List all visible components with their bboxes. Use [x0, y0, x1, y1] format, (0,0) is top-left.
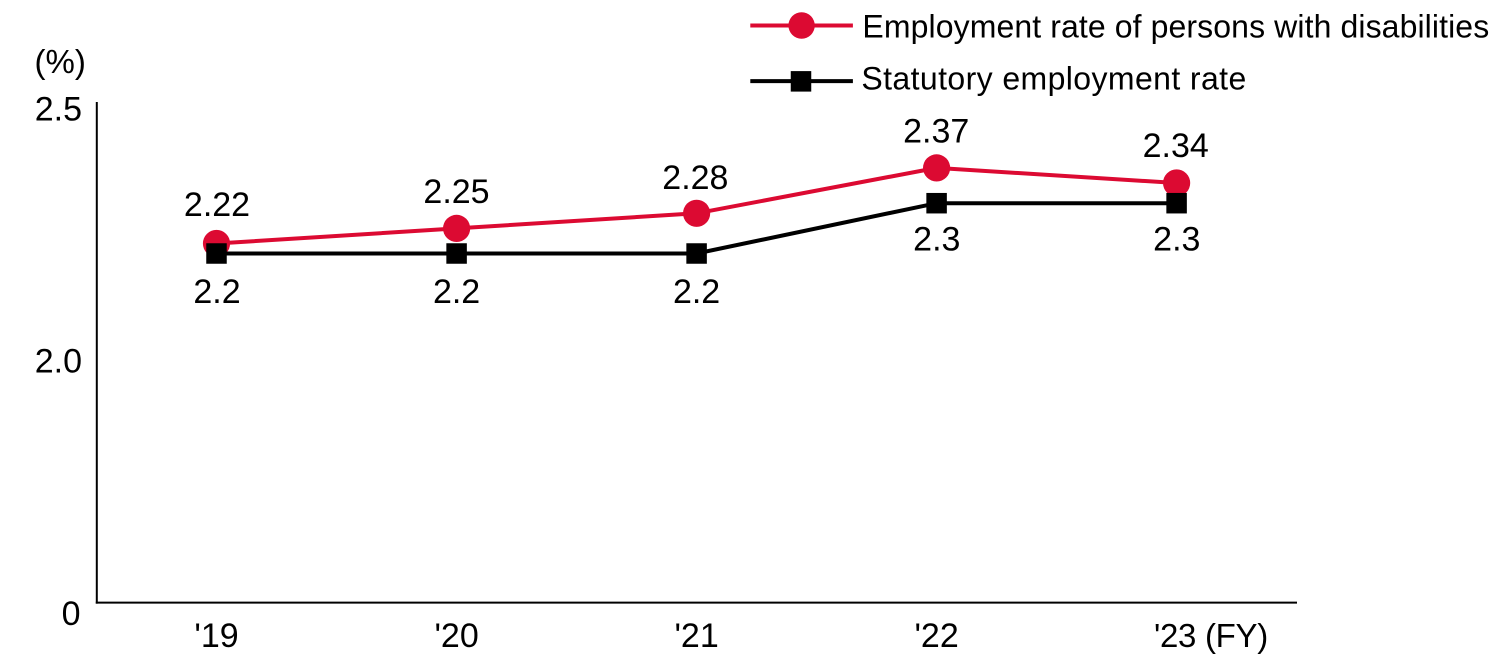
svg-text:Statutory employment rate: Statutory employment rate	[861, 60, 1246, 96]
svg-text:'23 (FY): '23 (FY)	[1154, 617, 1268, 654]
svg-text:2.5: 2.5	[35, 90, 82, 128]
svg-text:2.3: 2.3	[913, 221, 960, 259]
svg-text:'20: '20	[434, 617, 478, 655]
svg-text:Employment rate of persons wit: Employment rate of persons with disabili…	[862, 8, 1489, 44]
svg-text:2.3: 2.3	[1153, 221, 1200, 259]
svg-text:'21: '21	[674, 617, 718, 655]
svg-text:2.34: 2.34	[1143, 127, 1209, 165]
svg-text:2.2: 2.2	[673, 273, 720, 311]
svg-text:'19: '19	[194, 617, 238, 655]
svg-text:2.37: 2.37	[903, 112, 969, 150]
svg-text:0: 0	[62, 595, 81, 633]
svg-text:2.0: 2.0	[35, 342, 82, 380]
svg-text:2.25: 2.25	[423, 173, 489, 211]
svg-text:2.28: 2.28	[662, 159, 728, 197]
svg-text:2.2: 2.2	[193, 273, 240, 311]
svg-text:(%): (%)	[35, 43, 86, 80]
svg-text:2.22: 2.22	[184, 186, 250, 224]
svg-text:2.2: 2.2	[433, 273, 480, 311]
svg-text:'22: '22	[914, 617, 958, 655]
